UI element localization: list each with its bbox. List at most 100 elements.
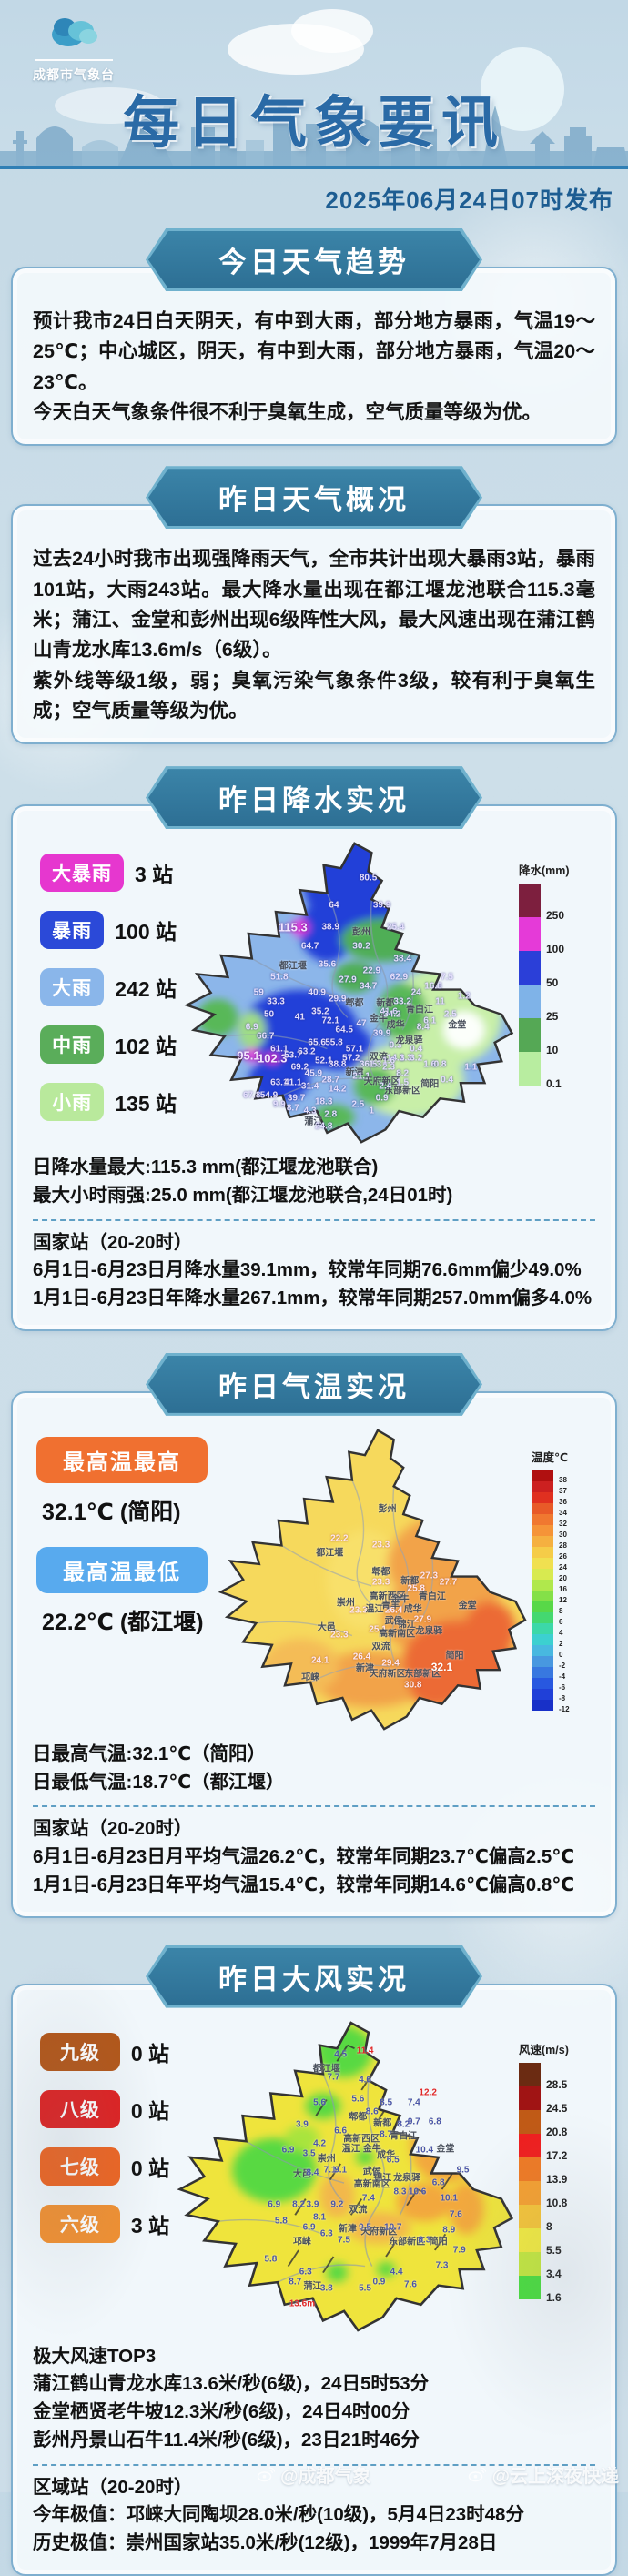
stat-line: 日降水量最大:115.3 mm(都江堰龙池联合) [33,1157,379,1178]
precipitation-map: 80.5 64 39.9 115.3 38.9 彭州 25.4 64.7 30.2 都江堰 35.6… [177,837,519,1148]
temperature-card: 最高温最高 32.1℃ (简阳) 最高温最低 22.2℃ (都江堰) [11,1390,617,1918]
colorbar-tick: -8 [559,1694,566,1703]
colorbar-tick: 24 [559,1563,567,1572]
colorbar-tick: 20 [559,1574,567,1583]
colorbar-swatch [532,1568,553,1580]
colorbar-tick: 34 [559,1509,567,1518]
section-banner-title: 今日天气趋势 [148,231,480,288]
colorbar-segment: 250 [519,884,595,922]
colorbar-tick: 0.1 [546,1077,562,1091]
legend-row: 六级 3 站 [40,2204,169,2243]
section-yesterday-overview: 昨日天气概况 过去24小时我市出现强降雨天气，全市共计出现大暴雨3站，暴雨101… [0,466,628,745]
stat-line: 1月1日-6月23日年降水量267.1mm，较常年同期257.0mm偏多4.0% [33,1288,593,1309]
max-temp-highest-badge: 最高温最高 [36,1436,208,1483]
colorbar-tick: 250 [546,909,565,923]
colorbar-segment: 37 [532,1480,595,1496]
colorbar-swatch [519,2180,541,2205]
colorbar-tick: -12 [559,1705,570,1714]
colorbar-segment: 26 [532,1546,595,1561]
watermark-right: @云上深夜快递 [468,2461,619,2488]
precip-map-svg [184,842,514,1144]
precipitation-card: 大暴雨 3 站暴雨 100 站大雨 242 站中雨 102 站小雨 135 站 [11,804,617,1331]
colorbar-segment: -2 [532,1655,595,1670]
legend-row: 小雨 135 站 [40,1083,177,1122]
colorbar-segment: 0 [532,1644,595,1660]
stat-line: 蒲江鹤山青龙水库13.6米/秒(6级)，24日5时53分 [33,2373,430,2395]
legend-badge: 六级 [40,2204,120,2243]
section-banner: 昨日气温实况 [146,1352,482,1416]
colorbar-swatch [532,1666,553,1678]
colorbar-segment: 24.5 [519,2086,595,2115]
legend-count: 3 站 [135,863,174,887]
agency-logo: 成都市气象台 [24,11,124,84]
colorbar-swatch [519,1018,541,1053]
legend-row: 大暴雨 3 站 [40,854,177,893]
colorbar-tick: 0 [559,1651,563,1660]
colorbar-segment: 3.4 [519,2251,595,2280]
colorbar-segment: 50 [519,951,595,989]
colorbar-segment: 32 [532,1513,595,1528]
cloud-decoration [291,9,373,53]
colorbar-tick: 13.9 [546,2172,568,2186]
colorbar-swatch [532,1480,553,1492]
dashed-divider [33,2463,595,2466]
colorbar-tick: 6 [559,1618,563,1627]
colorbar-swatch [532,1601,553,1612]
colorbar-title: 风速(m/s) [519,2043,569,2056]
colorbar-tick: 24.5 [546,2101,568,2115]
publish-date: 2025年06月24日07时发布 [325,187,613,214]
colorbar-swatch [519,2133,541,2157]
footer-watermarks: @成都气象 @云上深夜快递 [0,2461,628,2487]
colorbar-swatch [532,1513,553,1525]
agency-name: 成都市气象台 [33,67,115,82]
colorbar-tick: 37 [559,1487,567,1496]
stat-line: 金堂栖贤老牛坡12.3米/秒(6级)，24日4时00分 [33,2401,410,2423]
precip-legend: 大暴雨 3 站暴雨 100 站大雨 242 站中雨 102 站小雨 135 站 [33,837,177,1140]
colorbar-swatch [532,1557,553,1569]
colorbar-segment: 8 [519,2204,595,2233]
legend-badge: 大暴雨 [40,854,124,893]
colorbar-segment: 16 [532,1579,595,1594]
legend-count: 0 站 [130,2041,169,2066]
colorbar-tick: 36 [559,1498,567,1507]
colorbar-tick: 10.8 [546,2196,568,2209]
legend-row: 大雨 242 站 [40,968,177,1007]
colorbar-title: 温度℃ [532,1450,569,1464]
forecast-paragraph: 预计我市24日白天阴天，有中到大雨，部分地方暴雨，气温19～25℃；中心城区，阴… [33,310,595,393]
temp-extremes-legend: 最高温最高 32.1℃ (简阳) 最高温最低 22.2℃ (都江堰) [33,1424,211,1657]
colorbar-tick: 30 [559,1530,567,1540]
watermark-left-text: @成都气象 [280,2467,371,2487]
legend-badge: 小雨 [40,1083,105,1122]
section-banner: 昨日降水实况 [146,766,482,830]
colorbar-swatch [532,1491,553,1503]
overview-paragraph: 紫外线等级1级，弱；臭氧污染气象条件3级，较有利于臭氧生成；空气质量等级为优。 [33,669,595,722]
section-banner-title: 昨日气温实况 [148,1355,480,1413]
colorbar-swatch [519,2204,541,2228]
colorbar-tick: 16 [559,1585,567,1594]
logo-divider [35,59,113,61]
wind-top3-header: 极大风速TOP3 [33,2345,157,2367]
colorbar-segment: 10.8 [519,2180,595,2209]
colorbar-swatch [532,1622,553,1634]
colorbar-tick: 26 [559,1552,567,1561]
yesterday-overview-card: 过去24小时我市出现强降雨天气，全市共计出现大暴雨3站，暴雨101站，大雨243… [11,504,617,745]
wind-map-svg [177,2020,514,2332]
colorbar-segment: 10 [519,1018,595,1056]
colorbar-tick: 2 [559,1640,563,1649]
colorbar-segment: 28 [532,1535,595,1550]
cloud-decoration [55,87,164,124]
legend-badge: 大雨 [40,968,105,1007]
colorbar-swatch [532,1699,553,1711]
legend-row: 七级 0 站 [40,2147,169,2186]
colorbar-swatch [519,2086,541,2110]
stat-line: 1月1日-6月23日年平均气温15.4℃，较常年同期14.6℃偏高0.8℃ [33,1874,575,1895]
colorbar-segment: 6 [532,1611,595,1627]
colorbar-swatch [532,1590,553,1601]
colorbar-tick: 17.2 [546,2148,568,2162]
section-banner: 今日天气趋势 [146,228,482,291]
colorbar-swatch [532,1535,553,1547]
legend-count: 0 站 [130,2098,169,2123]
legend-row: 暴雨 100 站 [40,911,177,950]
colorbar-segment: 17.2 [519,2133,595,2162]
today-trend-card: 预计我市24日白天阴天，有中到大雨，部分地方暴雨，气温19～25℃；中心城区，阴… [11,267,617,447]
